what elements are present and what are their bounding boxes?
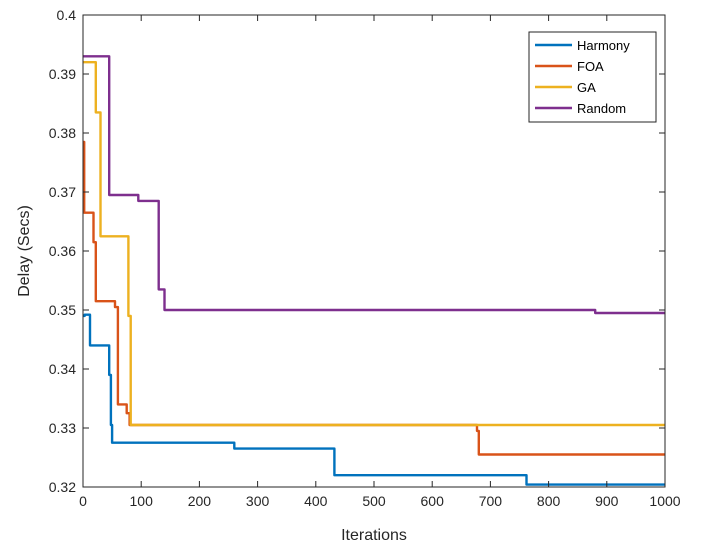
y-tick-label: 0.38 [49, 125, 76, 141]
x-tick-label: 400 [304, 493, 328, 509]
x-tick-label: 700 [479, 493, 503, 509]
legend-label: GA [577, 80, 596, 95]
legend-label: FOA [577, 59, 604, 74]
y-tick-label: 0.39 [49, 66, 76, 82]
x-tick-label: 1000 [649, 493, 680, 509]
y-tick-label: 0.32 [49, 479, 76, 495]
x-tick-label: 100 [130, 493, 154, 509]
x-tick-label: 200 [188, 493, 212, 509]
legend-label: Harmony [577, 38, 630, 53]
y-tick-label: 0.34 [49, 361, 76, 377]
series-line-random [83, 55, 665, 315]
legend: Harmony FOA GA Random [528, 31, 657, 123]
y-tick-label: 0.35 [49, 302, 76, 318]
legend-label: Random [577, 101, 626, 116]
y-tick-label: 0.37 [49, 184, 76, 200]
series-line-foa [82, 140, 665, 456]
y-tick-label: 0.4 [57, 7, 77, 23]
x-tick-label: 900 [595, 493, 619, 509]
ticks-layer: 0 100 200 300 400 500 600 700 800 900 1000 0.32 0.33… [49, 7, 681, 509]
x-tick-label: 600 [421, 493, 445, 509]
y-axis-label: Delay (Secs) [16, 205, 33, 297]
series-line-harmony [83, 313, 665, 486]
x-tick-label: 300 [246, 493, 270, 509]
y-tick-label: 0.33 [49, 420, 76, 436]
x-tick-label: 500 [362, 493, 386, 509]
x-tick-label: 800 [537, 493, 561, 509]
y-tick-label: 0.36 [49, 243, 76, 259]
series-layer [82, 55, 665, 486]
x-tick-label: 0 [79, 493, 87, 509]
x-axis-label: Iterations [341, 527, 407, 544]
series-line-ga [83, 61, 665, 427]
